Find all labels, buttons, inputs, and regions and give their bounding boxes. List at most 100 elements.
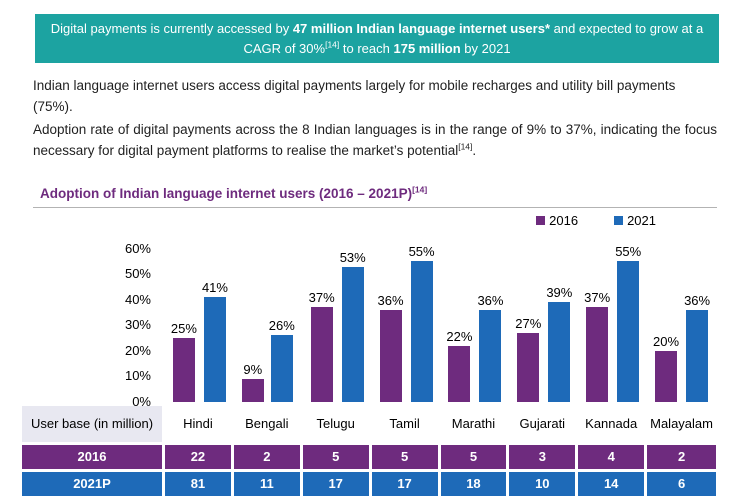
bar-value-Hindi-2016: 25% (170, 320, 197, 336)
chart-title-text: Adoption of Indian language internet use… (40, 185, 413, 201)
table-cell-2016-Gujarati: 3 (509, 444, 579, 469)
table-cell-2016-Telugu: 5 (302, 444, 372, 469)
table-cell-2021P-Telugu: 17 (302, 471, 372, 496)
table-row-2016: 2016 22 2 5 5 5 3 4 2 (22, 444, 716, 469)
table-cell-2016-Tamil: 5 (371, 444, 441, 469)
paragraph-adoption: Adoption rate of digital payments across… (33, 120, 717, 162)
banner-text-4: by 2021 (460, 40, 511, 56)
bar-wrap-Bengali-2016: 9% (241, 361, 264, 402)
plot-area: 25% 41% 9% 26% 37% 53% 36% 55% 22% 36% 27% 39% 37% 55… (165, 230, 716, 402)
data-table: User base (in million) Hindi Bengali Telug… (22, 405, 716, 496)
table-cell-2021P-Kannada: 14 (578, 471, 648, 496)
bar-value-Hindi-2021: 41% (201, 280, 228, 296)
legend-item-2016: 2016 (536, 213, 578, 228)
y-tick-40: 40% (124, 291, 151, 307)
table-row-2021P: 2021P 81 11 17 17 18 10 14 6 (22, 471, 716, 496)
banner-bold-175: 175 million (393, 40, 461, 56)
bar-wrap-Malayalam-2016: 20% (653, 334, 679, 402)
y-axis: 0% 10% 20% 30% 40% 50% 60% (22, 230, 165, 409)
x-axis-label-Malayalam: Malayalam (647, 405, 716, 442)
bar-wrap-Tamil-2016: 36% (378, 293, 404, 402)
bar-Malayalam-2016 (655, 350, 678, 402)
bar-wrap-Telugu-2021: 53% (340, 250, 366, 402)
bar-wrap-Marathi-2021: 36% (477, 293, 503, 402)
bar-wrap-Hindi-2021: 41% (202, 280, 228, 402)
bar-value-Telugu-2021: 53% (339, 249, 366, 265)
legend-swatch-2021 (614, 215, 624, 225)
bar-value-Telugu-2016: 37% (308, 290, 335, 306)
y-tick-0: 0% (132, 393, 151, 409)
y-tick-30: 30% (124, 317, 151, 333)
bar-value-Gujarati-2021: 39% (546, 285, 573, 301)
table-row-label-2021P: 2021P (22, 471, 165, 496)
x-axis-label-Hindi: Hindi (165, 405, 234, 442)
bar-Telugu-2021 (341, 266, 364, 402)
chart-title: Adoption of Indian language internet use… (40, 185, 717, 201)
bar-wrap-Gujarati-2021: 39% (546, 285, 573, 402)
table-cell-2016-Hindi: 22 (165, 444, 234, 469)
banner-text-2: and expected to grow at a CAGR of 30% (243, 21, 704, 56)
banner-text: Digital payments is currently accessed b… (50, 21, 293, 36)
banner-footnote-ref: [14] (325, 39, 340, 50)
table-row-label-2016: 2016 (22, 444, 165, 469)
bar-Hindi-2021 (203, 297, 226, 402)
chart-legend: 2016 2021 (22, 213, 716, 228)
paragraph-footnote-ref: [14] (458, 141, 473, 152)
y-tick-10: 10% (124, 368, 151, 384)
table-header-row: User base (in million) Hindi Bengali Telug… (22, 405, 716, 442)
bar-Kannada-2016 (586, 307, 609, 402)
bar-value-Marathi-2021: 36% (477, 292, 504, 308)
paragraph-usage: Indian language internet users access di… (33, 78, 676, 114)
table-cell-2021P-Marathi: 18 (440, 471, 510, 496)
bar-value-Gujarati-2016: 27% (515, 315, 542, 331)
bar-value-Kannada-2016: 37% (584, 290, 611, 306)
y-tick-50: 50% (124, 266, 151, 282)
bar-Tamil-2016 (379, 309, 402, 402)
bar-wrap-Bengali-2021: 26% (268, 318, 295, 402)
x-axis-label-Telugu: Telugu (302, 405, 372, 442)
table-cell-2016-Malayalam: 2 (647, 444, 716, 469)
bar-group-Marathi: 22% 36% (441, 230, 510, 402)
bar-value-Bengali-2021: 26% (268, 318, 295, 334)
paragraph-adoption-text: Adoption rate of digital payments across… (33, 121, 717, 158)
body-paragraphs: Indian language internet users access di… (33, 76, 717, 162)
bar-Marathi-2016 (448, 345, 471, 402)
y-tick-20: 20% (124, 342, 151, 358)
table-cell-2016-Bengali: 2 (233, 444, 303, 469)
bar-Gujarati-2016 (517, 332, 540, 402)
legend-item-2021: 2021 (614, 213, 656, 228)
bar-group-Hindi: 25% 41% (165, 230, 234, 402)
bar-Telugu-2016 (310, 307, 333, 402)
bar-value-Malayalam-2016: 20% (653, 333, 680, 349)
bar-wrap-Tamil-2021: 55% (408, 244, 435, 402)
bar-group-Telugu: 37% 53% (303, 230, 372, 402)
bar-value-Malayalam-2021: 36% (684, 292, 711, 308)
bar-Bengali-2016 (241, 378, 264, 402)
y-tick-60: 60% (124, 240, 151, 256)
bar-group-Gujarati: 27% 39% (509, 230, 578, 402)
x-axis-label-Gujarati: Gujarati (509, 405, 579, 442)
x-axis-label-Tamil: Tamil (371, 405, 441, 442)
table-corner-label: User base (in million) (22, 405, 165, 442)
bar-wrap-Hindi-2016: 25% (171, 321, 197, 402)
table-cell-2016-Marathi: 5 (440, 444, 510, 469)
bar-value-Bengali-2016: 9% (243, 361, 263, 377)
bar-Marathi-2021 (479, 309, 502, 402)
bar-Bengali-2021 (270, 335, 293, 402)
banner-bold-users: 47 million Indian language internet user… (292, 21, 550, 36)
banner-text-3: to reach (339, 40, 394, 56)
bar-wrap-Kannada-2021: 55% (615, 244, 641, 402)
table-body: 2016 22 2 5 5 5 3 4 2 2021P 81 11 17 17 18 10 14 6 (22, 444, 716, 496)
bar-value-Tamil-2021: 55% (408, 244, 435, 260)
bar-value-Marathi-2016: 22% (446, 328, 473, 344)
bar-value-Tamil-2016: 36% (377, 292, 404, 308)
bar-wrap-Telugu-2016: 37% (308, 290, 335, 402)
table-cell-2021P-Gujarati: 10 (509, 471, 579, 496)
title-divider (33, 206, 717, 208)
bar-Gujarati-2021 (548, 302, 571, 402)
bar-Malayalam-2021 (686, 309, 709, 402)
bar-group-Bengali: 9% 26% (234, 230, 303, 402)
bar-wrap-Marathi-2016: 22% (446, 329, 472, 402)
x-axis-label-Marathi: Marathi (440, 405, 510, 442)
